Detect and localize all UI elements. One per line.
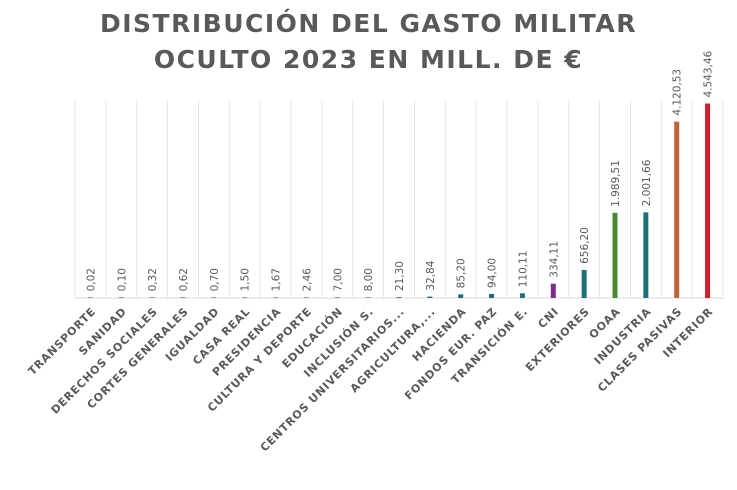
bar — [242, 297, 248, 298]
chart-title: DISTRIBUCIÓN DEL GASTO MILITAR OCULTO 20… — [0, 6, 737, 78]
data-label: 0,62 — [178, 268, 190, 291]
data-label: 7,00 — [332, 268, 344, 291]
data-label: 8,00 — [363, 268, 375, 291]
data-label: 110,11 — [517, 251, 529, 288]
data-label: 656,20 — [579, 227, 591, 264]
bar — [612, 212, 618, 298]
bar — [211, 297, 217, 298]
data-label: 4.120,53 — [672, 69, 684, 116]
bar — [396, 297, 402, 298]
bar — [149, 297, 155, 298]
bar — [643, 212, 649, 298]
bar — [674, 121, 680, 298]
chart-title-line-1: DISTRIBUCIÓN DEL GASTO MILITAR — [99, 9, 638, 38]
data-label: 2.001,66 — [641, 159, 653, 206]
bar — [458, 294, 464, 298]
data-label: 4.543,46 — [703, 50, 715, 97]
bar — [519, 293, 525, 298]
data-label: 334,11 — [548, 241, 560, 278]
bar — [273, 297, 279, 298]
data-label: 1,50 — [240, 268, 252, 291]
data-label: 0,02 — [85, 268, 97, 291]
bar — [550, 283, 556, 298]
bar — [303, 297, 309, 298]
chart-title-line-2: OCULTO 2023 EN MILL. DE € — [153, 45, 584, 74]
data-label: 94,00 — [487, 258, 499, 288]
bar — [87, 297, 93, 298]
category-label: CNI — [535, 305, 561, 331]
data-label: 21,30 — [394, 261, 406, 291]
data-label: 0,32 — [147, 268, 159, 291]
data-label: 1.989,51 — [610, 160, 622, 207]
data-label: 32,84 — [425, 260, 437, 290]
bar — [489, 293, 495, 298]
bar — [180, 297, 186, 298]
data-label: 1,67 — [271, 268, 283, 291]
bar — [118, 297, 124, 298]
category-label: CENTROS UNIVERSITARIOS... — [258, 305, 407, 454]
data-label: 85,20 — [456, 258, 468, 288]
bar — [427, 296, 433, 298]
bar — [581, 269, 587, 298]
bar — [365, 297, 371, 298]
data-label: 0,70 — [209, 268, 221, 291]
bar — [705, 103, 711, 298]
bar — [334, 297, 340, 298]
data-label: 2,46 — [301, 268, 313, 292]
data-label: 0,10 — [116, 268, 128, 291]
